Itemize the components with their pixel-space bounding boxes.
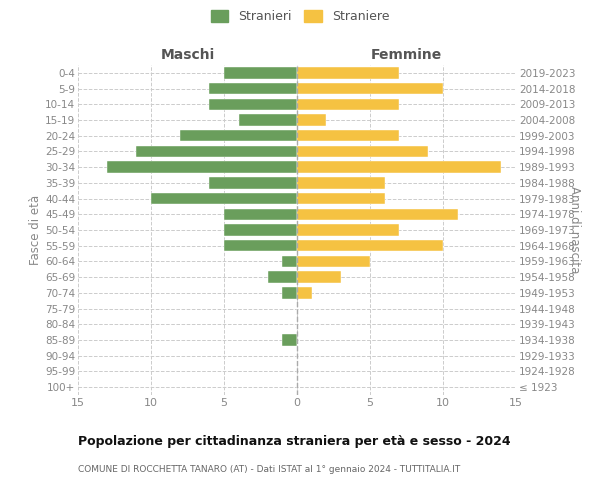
Bar <box>239 114 297 126</box>
Bar <box>297 67 399 78</box>
Bar <box>297 193 385 204</box>
Y-axis label: Anni di nascita: Anni di nascita <box>568 186 581 274</box>
Bar <box>224 224 297 235</box>
Bar <box>297 287 311 298</box>
Bar <box>283 334 297 345</box>
Bar <box>297 240 443 252</box>
Bar <box>224 240 297 252</box>
Bar <box>268 272 297 283</box>
Bar <box>297 177 385 188</box>
Bar <box>224 208 297 220</box>
Bar <box>297 162 502 173</box>
Bar <box>180 130 297 141</box>
Bar <box>297 146 428 157</box>
Bar <box>297 83 443 94</box>
Text: Maschi: Maschi <box>160 48 215 62</box>
Bar <box>107 162 297 173</box>
Bar <box>224 67 297 78</box>
Bar <box>283 287 297 298</box>
Text: Femmine: Femmine <box>371 48 442 62</box>
Legend: Stranieri, Straniere: Stranieri, Straniere <box>207 6 393 27</box>
Bar <box>297 224 399 235</box>
Bar <box>209 83 297 94</box>
Text: COMUNE DI ROCCHETTA TANARO (AT) - Dati ISTAT al 1° gennaio 2024 - TUTTITALIA.IT: COMUNE DI ROCCHETTA TANARO (AT) - Dati I… <box>78 465 460 474</box>
Bar <box>151 193 297 204</box>
Bar <box>297 114 326 126</box>
Bar <box>297 208 458 220</box>
Text: Popolazione per cittadinanza straniera per età e sesso - 2024: Popolazione per cittadinanza straniera p… <box>78 435 511 448</box>
Bar <box>209 98 297 110</box>
Bar <box>297 272 341 283</box>
Bar <box>297 130 399 141</box>
Bar <box>283 256 297 267</box>
Bar <box>136 146 297 157</box>
Bar <box>209 177 297 188</box>
Bar <box>297 98 399 110</box>
Bar <box>297 256 370 267</box>
Y-axis label: Fasce di età: Fasce di età <box>29 195 42 265</box>
